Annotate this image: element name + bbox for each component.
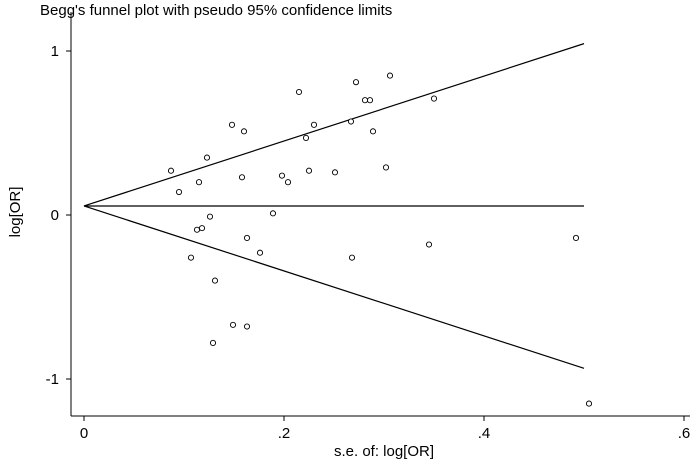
data-point — [572, 234, 580, 242]
x-tick-label: 0 — [80, 425, 88, 442]
funnel-lines — [83, 43, 585, 369]
data-point — [206, 213, 214, 220]
data-point — [352, 79, 360, 86]
y-tick-label: 0 — [51, 207, 59, 224]
data-point — [369, 128, 377, 135]
data-point — [430, 95, 438, 102]
data-point — [366, 97, 374, 104]
data-point — [195, 179, 203, 186]
data-point — [229, 321, 237, 328]
data-point — [193, 226, 201, 233]
data-point — [382, 164, 390, 171]
data-point — [361, 97, 369, 104]
data-point — [238, 174, 246, 181]
data-point — [305, 167, 313, 174]
axes: 1 0 -1 0 .2 .4 .6 — [46, 12, 691, 442]
data-point — [348, 254, 356, 261]
data-point — [331, 169, 339, 176]
data-point — [310, 121, 318, 128]
data-point — [243, 323, 251, 330]
x-tick-label: .4 — [478, 425, 491, 442]
x-tick-label: .2 — [278, 425, 291, 442]
data-point — [269, 210, 277, 217]
data-points — [167, 72, 593, 407]
data-point — [198, 225, 206, 232]
data-point — [278, 172, 286, 179]
y-tick-label: 1 — [51, 43, 59, 60]
data-point — [209, 339, 217, 346]
lower-confidence-limit — [83, 205, 585, 369]
data-point — [284, 179, 292, 186]
data-point — [585, 400, 593, 407]
data-point — [203, 154, 211, 161]
data-point — [228, 121, 236, 128]
data-point — [167, 167, 175, 174]
y-axis-label: log[OR] — [7, 187, 24, 238]
data-point — [347, 118, 355, 125]
data-point — [295, 88, 303, 96]
x-tick-label: .6 — [678, 425, 691, 442]
data-point — [243, 234, 251, 242]
chart-title: Begg's funnel plot with pseudo 95% confi… — [40, 2, 393, 19]
data-point — [240, 128, 248, 135]
data-point — [175, 188, 183, 196]
data-point — [302, 134, 310, 141]
y-tick-label: -1 — [46, 371, 59, 388]
data-point — [386, 72, 394, 79]
data-point — [211, 277, 219, 284]
data-point — [187, 254, 195, 261]
data-point — [256, 249, 264, 256]
upper-confidence-limit — [83, 43, 585, 207]
data-point — [425, 241, 433, 248]
x-axis-label: s.e. of: log[OR] — [334, 443, 434, 460]
